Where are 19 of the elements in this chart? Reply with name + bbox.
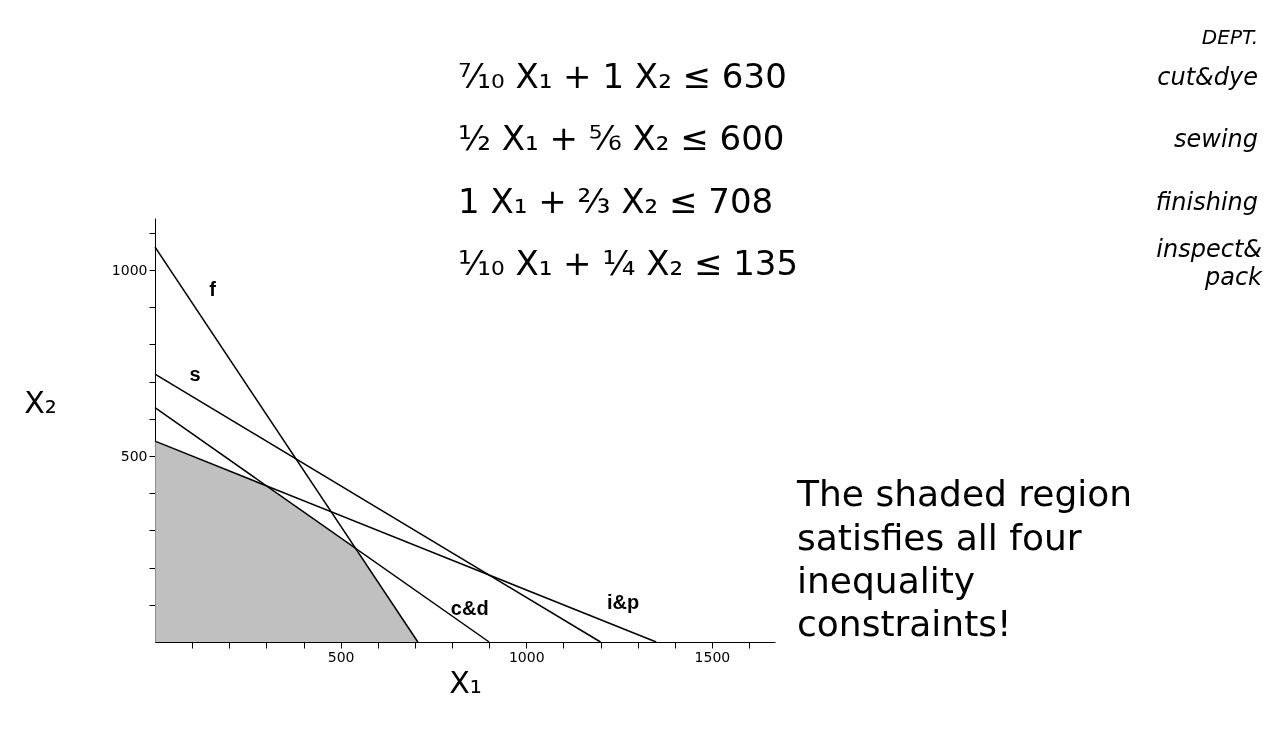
annotation: ⅒ X₁ + ¼ X₂ ≤ 135: [458, 243, 799, 283]
x-tick-label: 500: [327, 648, 355, 665]
text: The shaded region satisfies all four inequality constraints!: [796, 473, 1133, 644]
x-tick-label: 1500: [694, 648, 731, 665]
series-label: s: [189, 363, 201, 386]
text: ½ X₁ + ⅚ X₂ ≤ 600: [458, 118, 785, 158]
text: cut&dye: [1157, 63, 1258, 91]
x-tick-label: 1000: [508, 648, 545, 665]
text: inspect& pack: [1156, 235, 1264, 291]
text: sewing: [1173, 125, 1258, 153]
annotation: 1 X₁ + ⅔ X₂ ≤ 708: [458, 181, 774, 221]
series-label: f: [209, 278, 217, 301]
text: ⁷⁄₁₀ X₁ + 1 X₂ ≤ 630: [458, 56, 787, 96]
series-label: c&d: [450, 596, 489, 619]
x-axis-title: X₁: [449, 664, 482, 700]
text: finishing: [1155, 188, 1258, 216]
y-axis-title: X₂: [24, 384, 57, 420]
text: DEPT.: [1201, 25, 1259, 49]
series-label: i&p: [607, 590, 640, 613]
